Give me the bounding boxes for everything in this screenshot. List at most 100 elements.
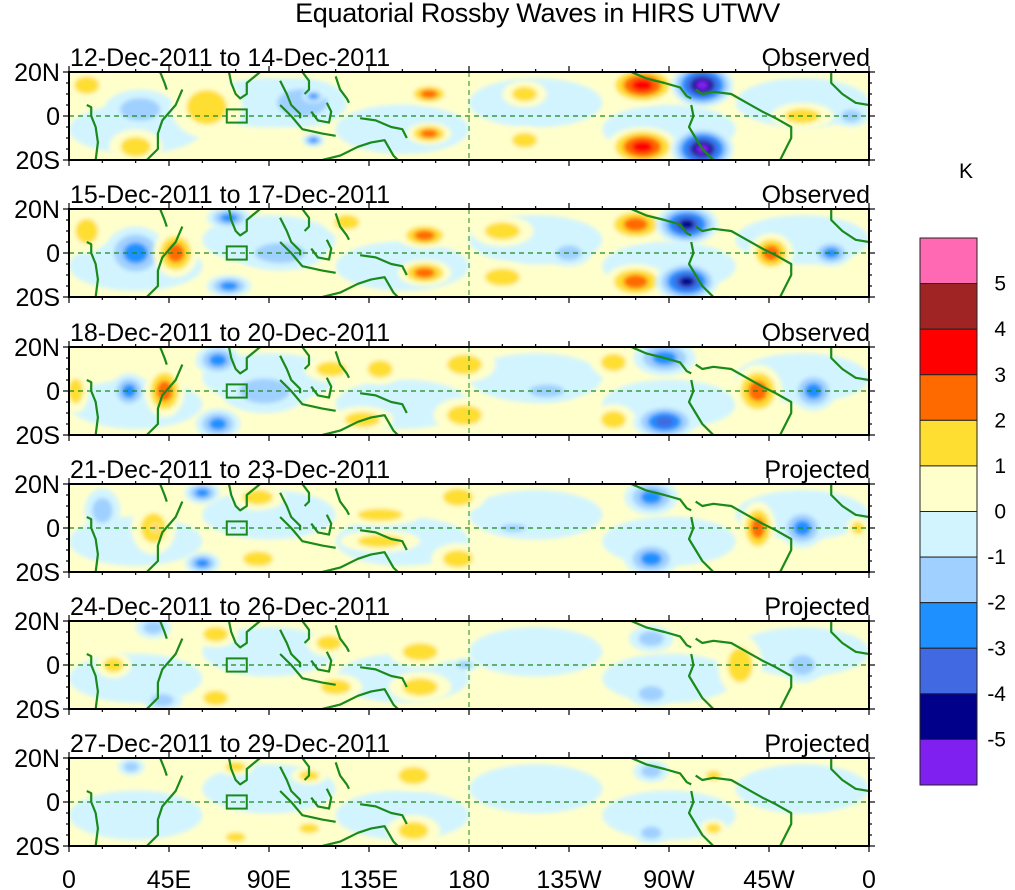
coastlines xyxy=(86,347,869,435)
anomaly-contour xyxy=(640,551,662,566)
y-tick-label: 20N xyxy=(14,608,60,636)
coastline xyxy=(86,653,99,709)
coastline xyxy=(227,484,261,512)
panel-date-range: 27-Dec-2011 to 29-Dec-2011 xyxy=(70,730,390,758)
coastline xyxy=(695,500,793,572)
coastline xyxy=(830,484,869,519)
field-band xyxy=(69,790,203,840)
colorbar-level-label: -4 xyxy=(987,683,1006,706)
colorbar-swatch xyxy=(919,556,978,604)
anomaly-contour xyxy=(679,276,695,287)
y-tick-label: 20S xyxy=(16,147,60,175)
coastline xyxy=(279,766,302,805)
anomaly-contour xyxy=(309,137,318,143)
y-tick-label: 20N xyxy=(14,471,60,499)
coastline xyxy=(279,379,336,412)
coastline xyxy=(830,758,869,793)
coastline xyxy=(310,377,333,399)
coastline xyxy=(630,347,692,375)
coastline xyxy=(695,774,793,846)
anomaly-contour xyxy=(511,86,538,102)
anomaly-contour xyxy=(420,129,438,138)
coastline xyxy=(227,347,261,375)
x-tick-label: 45E xyxy=(147,866,191,890)
coastline xyxy=(687,379,715,435)
coastline xyxy=(159,484,168,502)
panel-status: Projected xyxy=(764,456,870,484)
field-band xyxy=(69,653,203,703)
coastline xyxy=(334,625,350,653)
coastlines xyxy=(86,209,869,297)
coastline xyxy=(301,209,311,232)
coastline xyxy=(630,484,692,512)
anomaly-contour xyxy=(120,98,161,121)
coastlines xyxy=(86,72,869,160)
anomaly-contour xyxy=(414,267,436,278)
colorbar-level-label: 1 xyxy=(994,455,1006,478)
anomaly-contour xyxy=(446,354,483,375)
anomaly-contour xyxy=(242,551,273,567)
coastline xyxy=(227,621,261,649)
colorbar-level-label: 4 xyxy=(994,318,1006,341)
coastline xyxy=(301,484,311,507)
anomaly-contour xyxy=(631,140,654,153)
anomaly-contour xyxy=(398,766,429,785)
coastline xyxy=(687,241,715,297)
coastline xyxy=(227,758,261,786)
anomaly-contour xyxy=(357,508,403,522)
anomaly-contour xyxy=(623,217,648,232)
coastline xyxy=(279,492,302,531)
anomaly-contour xyxy=(727,647,753,683)
coastline xyxy=(86,516,99,572)
coastline xyxy=(279,653,336,686)
y-tick-label: 20N xyxy=(14,745,60,773)
coastline xyxy=(359,666,408,688)
field-band xyxy=(469,490,603,540)
anomaly-contour xyxy=(75,218,99,244)
panel-status: Projected xyxy=(764,730,870,758)
panel-3: 20N 0 20S 18-Dec-2011 to 20-Dec-2011 Observe… xyxy=(14,319,875,450)
coastline xyxy=(159,209,168,227)
x-tick-label: 0 xyxy=(62,866,76,890)
y-tick-label: 0 xyxy=(46,240,60,268)
anomaly-contour xyxy=(367,360,393,378)
colorbar: K 5 4 3 2 1 0 -1 -2 -3 -4 -5 xyxy=(919,160,1006,786)
colorbar-level-label: 5 xyxy=(994,273,1006,296)
y-tick-label: 0 xyxy=(46,652,60,680)
panel-date-range: 24-Dec-2011 to 26-Dec-2011 xyxy=(70,593,390,621)
x-tick-label: 90E xyxy=(247,866,291,890)
anomaly-contour xyxy=(203,690,229,706)
y-tick-label: 0 xyxy=(46,515,60,543)
anomaly-contour xyxy=(823,247,840,259)
anomaly-contour xyxy=(398,821,429,840)
anomaly-contour xyxy=(320,679,351,695)
coastline xyxy=(86,104,99,160)
panel-2: 20N 0 20S 15-Dec-2011 to 17-Dec-2011 Observe… xyxy=(14,181,875,312)
anomaly-contour xyxy=(316,635,342,651)
anomaly-contour xyxy=(121,384,137,398)
panel-date-range: 12-Dec-2011 to 14-Dec-2011 xyxy=(70,44,390,72)
coastline xyxy=(310,239,333,261)
coastline xyxy=(695,225,793,297)
colorbar-swatch xyxy=(919,602,978,649)
coastline xyxy=(359,803,408,825)
anomaly-contour xyxy=(402,678,438,696)
coastline xyxy=(301,621,311,644)
coastline xyxy=(322,414,399,435)
anomaly-contour xyxy=(638,686,664,702)
coastline xyxy=(322,139,399,160)
coastline xyxy=(830,621,869,656)
coastline xyxy=(159,621,168,639)
coastline xyxy=(359,392,408,414)
colorbar-swatch xyxy=(919,738,978,786)
coastline xyxy=(86,379,99,435)
coastline xyxy=(630,72,692,100)
colorbar-swatch xyxy=(919,374,978,421)
anomaly-contour xyxy=(239,378,290,404)
anomaly-contour xyxy=(804,383,823,399)
field-band xyxy=(469,764,603,814)
coastline xyxy=(359,254,408,276)
colorbar-level-label: 3 xyxy=(994,364,1006,387)
coastline xyxy=(301,347,311,370)
